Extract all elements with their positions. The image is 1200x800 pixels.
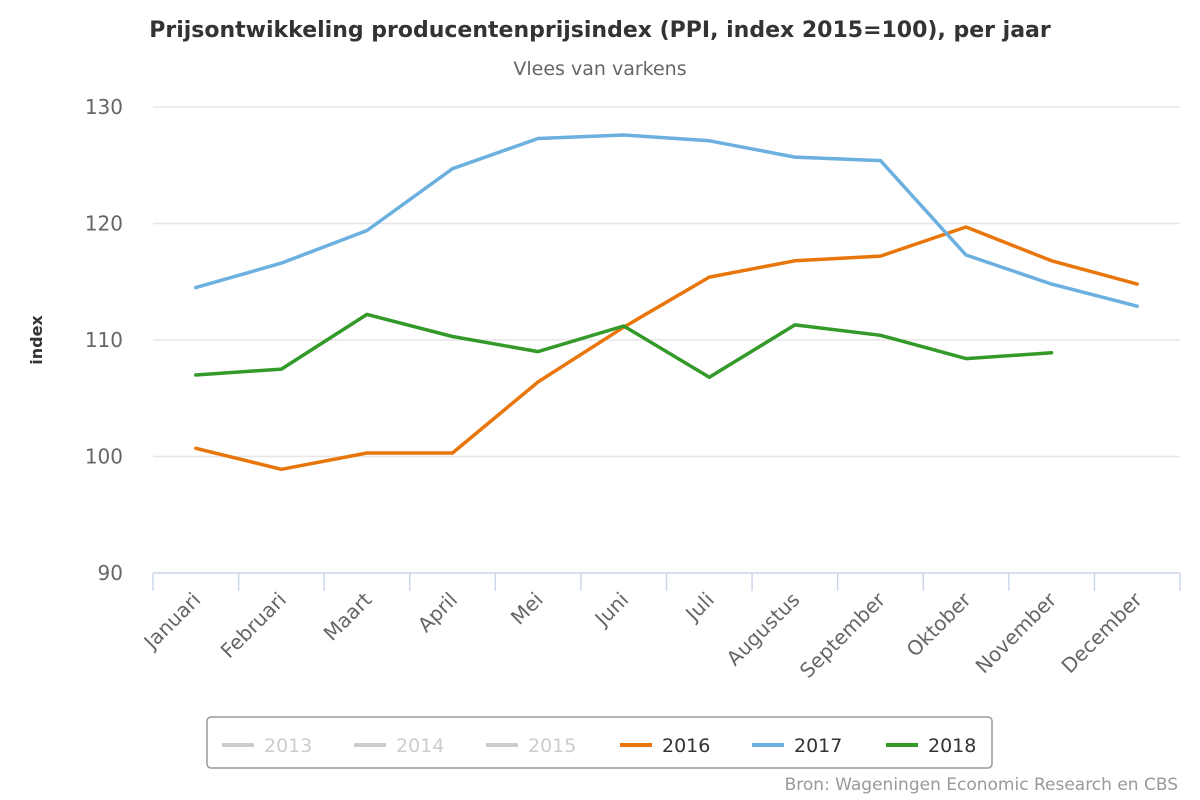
x-axis: Januari Februari Maart April Mei Juni Juli Augu… [138,572,1181,683]
y-tick-label: 90 [98,561,123,585]
chart-subtitle: Vlees van varkens [513,58,686,80]
credits[interactable]: Bron: Wageningen Economic Research en CB… [785,775,1178,795]
legend-item-2018[interactable]: 2018 [886,735,976,757]
y-tick-label: 120 [85,212,123,236]
y-axis-label: index [27,315,46,365]
chart-title: Prijsontwikkeling producentenprijsindex … [149,18,1051,43]
x-tick-label: April [413,588,462,637]
series-line-2016[interactable] [194,225,1139,472]
legend-item-2015[interactable]: 2015 [486,735,576,757]
series-group [194,133,1139,472]
legend-box [206,716,993,769]
y-tick-label: 110 [85,328,123,352]
legend-label: 2013 [264,735,312,757]
x-tick-label: Augustus [722,588,805,671]
x-tick-label: November [971,587,1062,678]
legend-label: 2014 [396,735,444,757]
series-line-2018[interactable] [194,312,1054,380]
legend-item-2017[interactable]: 2017 [752,735,842,757]
x-tick-label: December [1056,587,1147,678]
x-tick-label: Maart [319,587,377,645]
legend-item-2014[interactable]: 2014 [354,735,444,757]
x-tick-label: September [795,587,891,683]
legend-label: 2018 [928,735,976,757]
x-tick-label: Januari [138,588,206,656]
x-tick-label: Februari [216,588,291,663]
legend-item-2013[interactable]: 2013 [222,735,312,757]
legend-label: 2016 [662,735,710,757]
legend-label: 2017 [794,735,842,757]
y-tick-label: 130 [85,95,123,119]
legend: 2013 2014 2015 2016 2017 2018 [222,735,976,757]
y-axis-ticks: 90 100 110 120 130 [85,95,123,585]
x-tick-label: Juni [589,588,633,632]
legend-label: 2015 [528,735,576,757]
series-line-2017[interactable] [194,133,1139,308]
legend-item-2016[interactable]: 2016 [620,735,710,757]
x-tick-label: Juli [679,588,718,627]
gridlines [153,106,1180,458]
x-tick-label: Mei [506,588,548,630]
x-tick-label: Oktober [902,587,977,662]
y-tick-label: 100 [85,445,123,469]
